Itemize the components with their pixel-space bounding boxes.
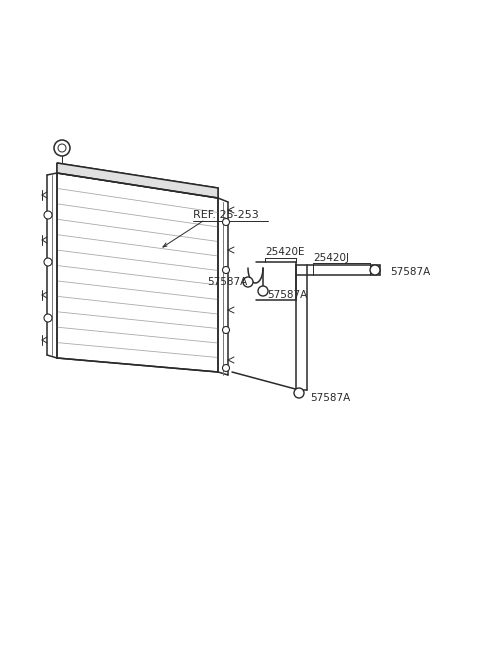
Text: 57587A: 57587A	[390, 267, 430, 277]
Circle shape	[223, 267, 229, 274]
Text: 25420E: 25420E	[265, 247, 304, 257]
Polygon shape	[57, 173, 218, 372]
Circle shape	[243, 277, 253, 287]
Circle shape	[58, 144, 66, 152]
Circle shape	[258, 286, 268, 296]
Polygon shape	[57, 163, 218, 198]
Circle shape	[44, 314, 52, 322]
Text: 57587A: 57587A	[267, 290, 307, 300]
Circle shape	[223, 364, 229, 371]
Circle shape	[44, 258, 52, 266]
Circle shape	[294, 388, 304, 398]
Circle shape	[223, 326, 229, 333]
Circle shape	[370, 265, 380, 275]
Circle shape	[54, 140, 70, 156]
Circle shape	[44, 211, 52, 219]
Text: 57587A: 57587A	[310, 393, 350, 403]
Text: REF. 25-253: REF. 25-253	[193, 210, 259, 220]
Polygon shape	[57, 163, 218, 198]
Text: 57587A: 57587A	[207, 277, 247, 287]
Text: 25420J: 25420J	[313, 253, 349, 263]
Circle shape	[223, 219, 229, 225]
